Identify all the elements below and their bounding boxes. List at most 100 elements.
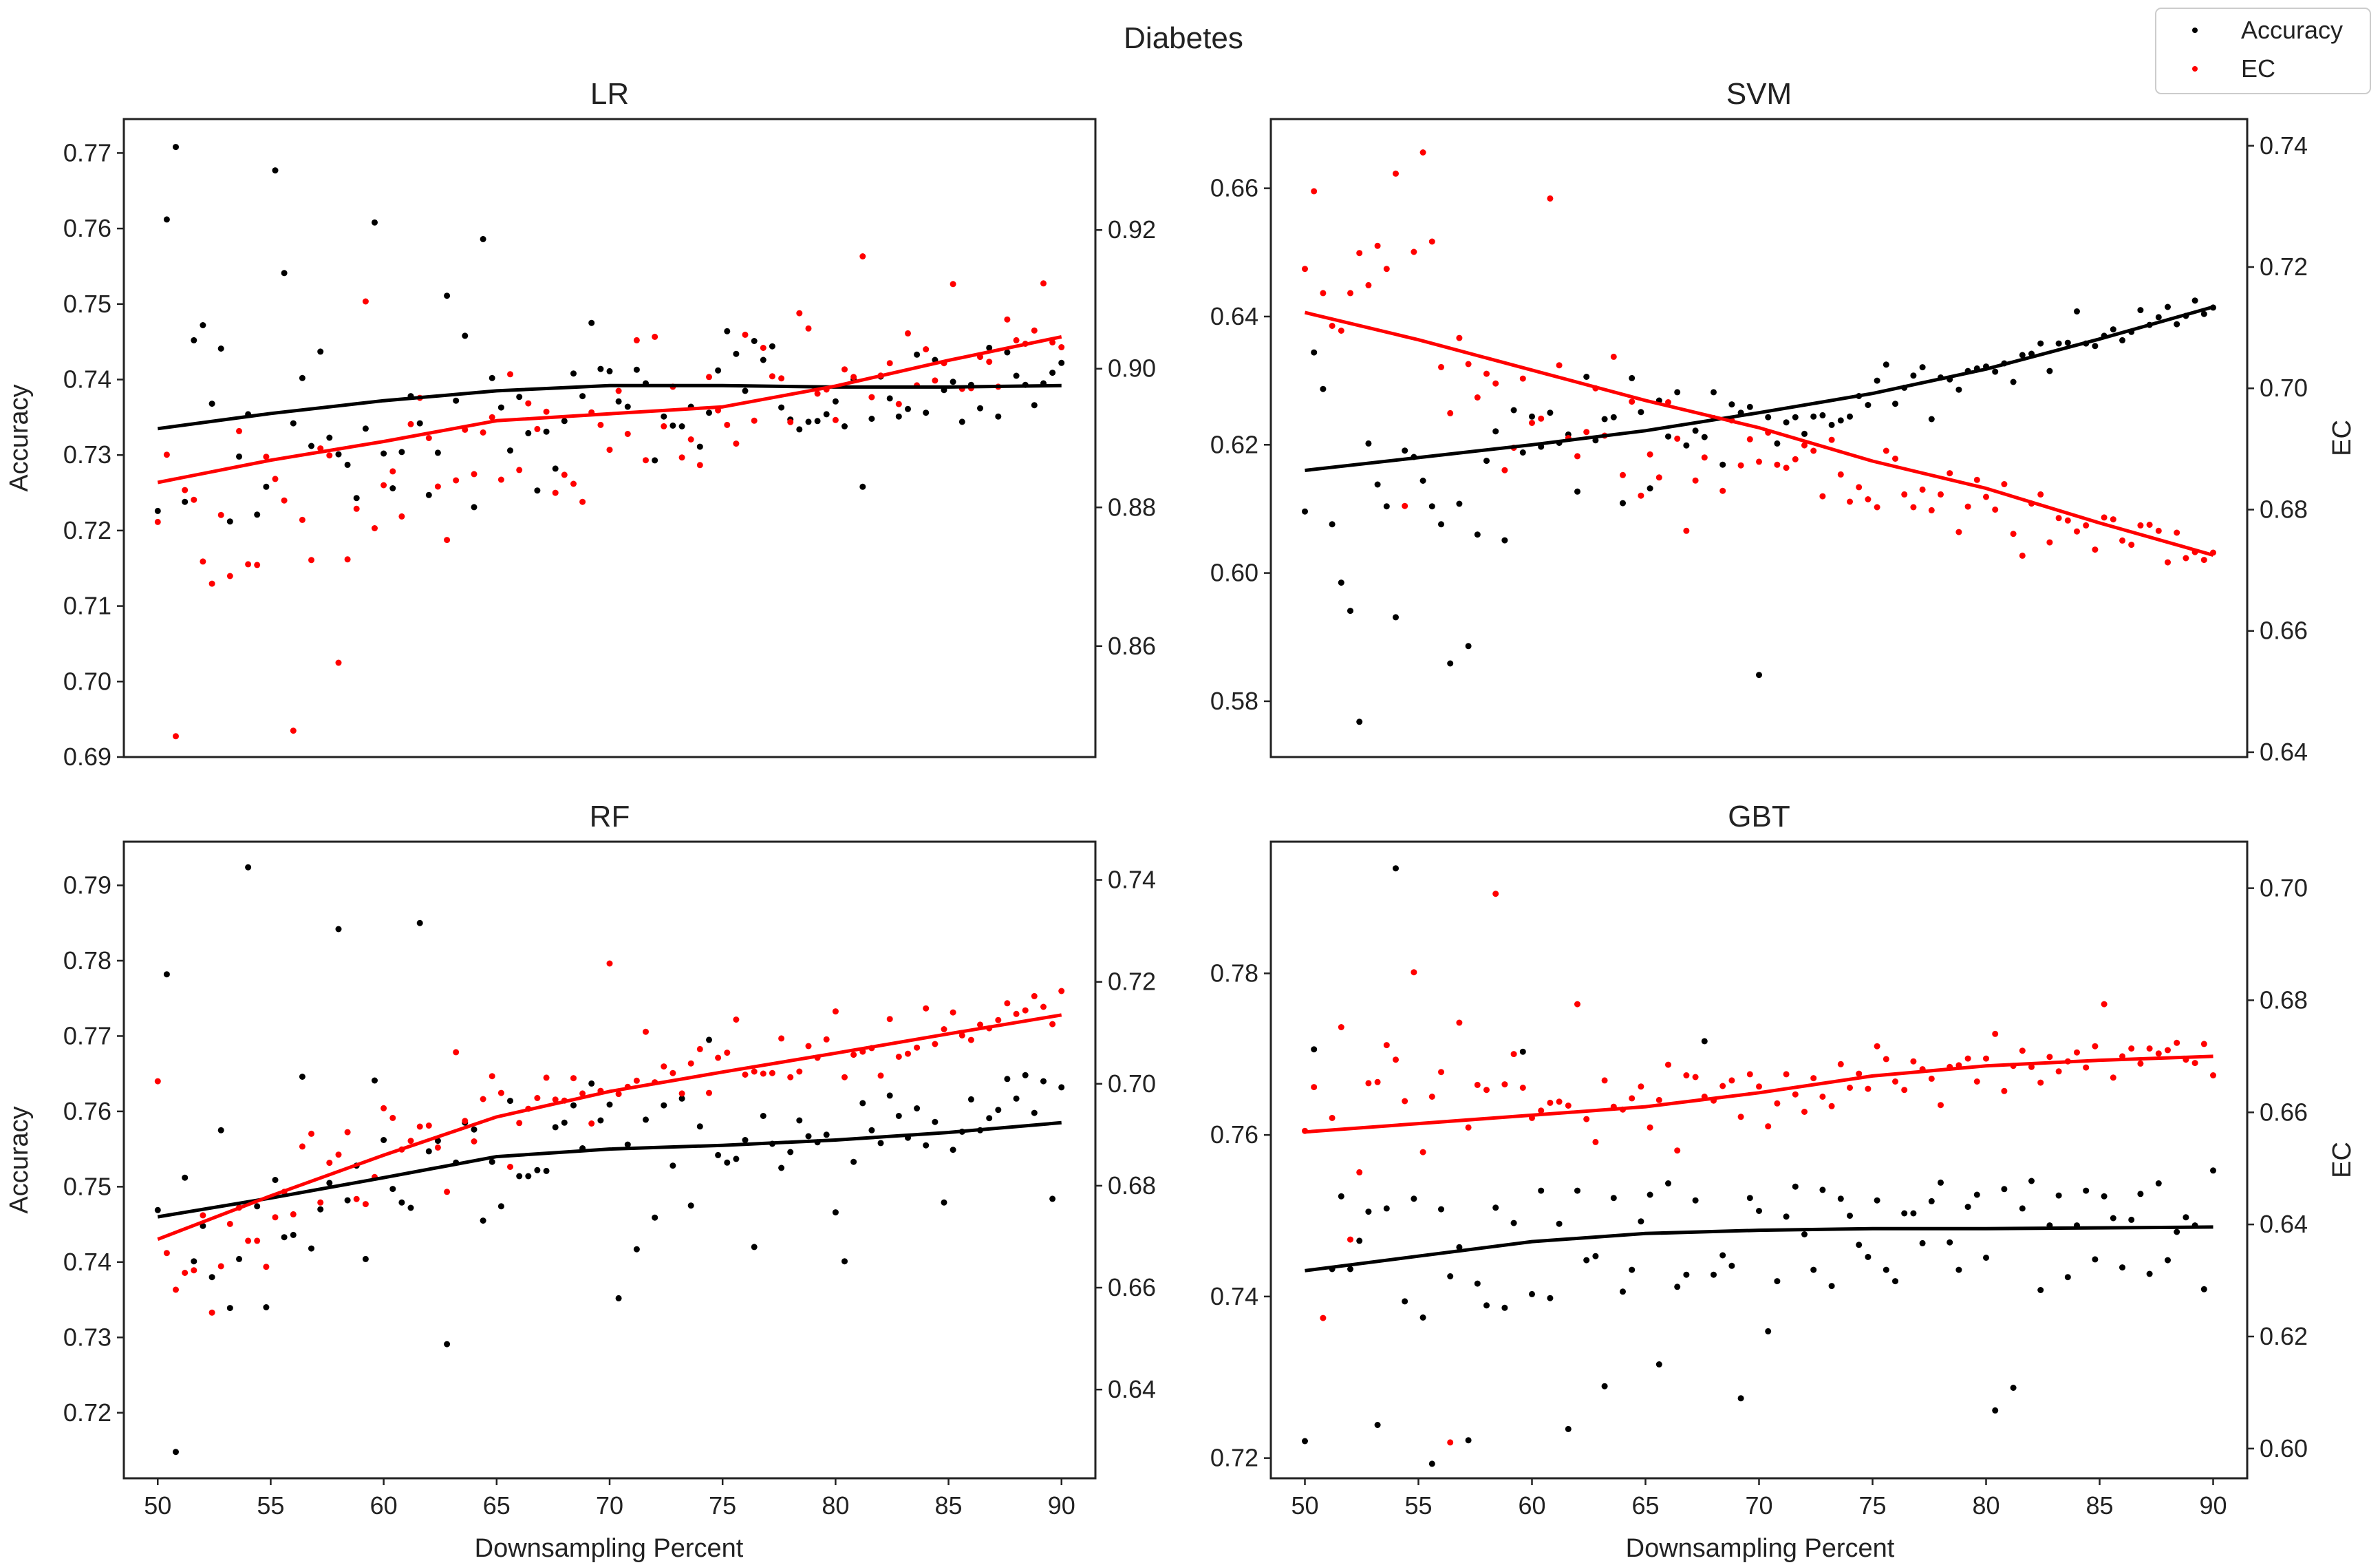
lr-accuracy-trend-line [157,383,1062,431]
svm-accuracy-point [1347,608,1353,615]
gbt-ec-point [2110,1074,2116,1081]
gbt-ec-point [2174,1039,2180,1046]
lr-accuracy-point [678,423,685,429]
rf-accuracy-point [1004,1076,1011,1083]
svm-accuracy-point [1456,500,1463,507]
rf-accuracy-point [507,1098,513,1105]
gbt-accuracy-point [2210,1167,2216,1174]
rf-accuracy-point [624,1141,631,1148]
gbt-y2tick-label: 0.60 [2260,1434,2308,1462]
svm-accuracy-point [1928,416,1935,423]
gbt-accuracy-point [1928,1197,1935,1204]
lr-accuracy-point [552,465,559,472]
svm-y2tick-label: 0.68 [2260,495,2308,523]
lr-ec-point [308,557,314,564]
rf-accuracy-point [182,1174,189,1181]
gbt-ec-point [1447,1439,1454,1446]
lr-accuracy-point [208,401,215,407]
svm-y2tick-label: 0.64 [2260,738,2308,766]
svm-ec-point [1647,451,1653,458]
svm-accuracy-point [1801,430,1808,437]
lr-accuracy-point [516,394,523,401]
lr-accuracy-point [633,366,640,373]
rf-accuracy-point [778,1164,785,1171]
lr-y2tick-label: 0.90 [1108,354,1156,383]
lr-ec-point [805,325,812,332]
gbt-ec-point [1865,1085,1872,1092]
rf-ec-point [570,1075,577,1082]
svm-ec-point [1383,266,1390,273]
gbt-accuracy-point [1610,1195,1617,1202]
rf-accuracy-point [398,1199,405,1206]
rf-ytick-label: 0.76 [63,1097,111,1125]
gbt-ec-point [1847,1085,1853,1091]
svm-accuracy-point [1356,718,1363,725]
svm-ec-point [1338,328,1344,334]
gbt-accuracy-point [1728,1262,1735,1269]
rf-accuracy-point [226,1305,233,1312]
lr-accuracy-point [254,511,261,518]
rf-ec-point [217,1263,224,1270]
legend-accuracy-marker [2192,28,2198,33]
rf-accuracy-point [805,1133,812,1140]
gbt-accuracy-point [2155,1180,2162,1186]
gbt-accuracy-point [1655,1361,1662,1367]
gbt-accuracy-point [2064,1274,2071,1281]
gbt-ec-point [1402,1098,1408,1105]
svm-ec-point [1393,170,1399,177]
gbt-accuracy-point [1574,1187,1580,1194]
gbt-ec-point [1411,969,1417,976]
rf-y2tick-label: 0.74 [1108,866,1156,894]
gbt-ec-point [1547,1099,1554,1106]
svm-ec-point [2110,516,2116,523]
lr-plot-frame [122,118,1097,758]
gbt-accuracy-point [1674,1284,1681,1290]
svm-ec-point [1856,484,1863,491]
svm-accuracy-point [1919,364,1926,371]
lr-accuracy-point [868,416,875,422]
lr-y2tick-label: 0.88 [1108,493,1156,521]
gbt-accuracy-point [2183,1214,2189,1221]
svm-accuracy-point [2046,368,2053,374]
rf-accuracy-point [751,1244,758,1250]
svm-accuracy-point [1419,478,1426,484]
lr-accuracy-point [742,387,749,394]
lr-ec-point [1031,327,1038,334]
gbt-y2tick-label: 0.68 [2260,986,2308,1014]
rf-accuracy-point [850,1158,857,1165]
gbt-y2tick-label: 0.62 [2260,1322,2308,1350]
gbt-ec-point [1638,1083,1644,1090]
rf-ec-point [263,1264,270,1270]
rf-xtick-label: 80 [822,1491,849,1520]
svm-y2label: EC [2328,420,2357,456]
svm-ec-point [1783,465,1790,471]
svm-ec-point [1483,370,1490,377]
lr-ec-point [254,562,261,568]
lr-accuracy-point [958,418,965,425]
lr-accuracy-point [290,420,297,427]
gbt-accuracy-point [1665,1180,1671,1186]
gbt-accuracy-point [1302,1438,1308,1445]
lr-ytick-label: 0.76 [63,214,111,242]
lr-accuracy-point [200,322,206,328]
rf-ec-point [832,1008,839,1015]
gbt-accuracy-point [1529,1290,1535,1297]
gbt-ec-point [1329,1114,1336,1121]
gbt-ec-point [1601,1077,1608,1084]
rf-accuracy-point [1058,1084,1065,1091]
gbt-accuracy-point [2083,1187,2090,1194]
lr-accuracy-point [570,370,577,377]
lr-accuracy-point [669,422,676,429]
rf-accuracy-point [425,1148,432,1155]
lr-y2tick-label: 0.92 [1108,215,1156,244]
lr-ec-point [868,394,875,401]
lr-ec-point [398,513,405,520]
gbt-ec-point [2101,1001,2108,1008]
svm-accuracy-point [1438,521,1444,528]
rf-y2tick-label: 0.72 [1108,968,1156,996]
rf-ec-point [308,1130,314,1137]
rf-accuracy-point [950,1147,956,1153]
lr-ec-point [372,525,378,531]
lr-accuracy-point [733,350,740,357]
svm-accuracy-point [1728,401,1735,408]
